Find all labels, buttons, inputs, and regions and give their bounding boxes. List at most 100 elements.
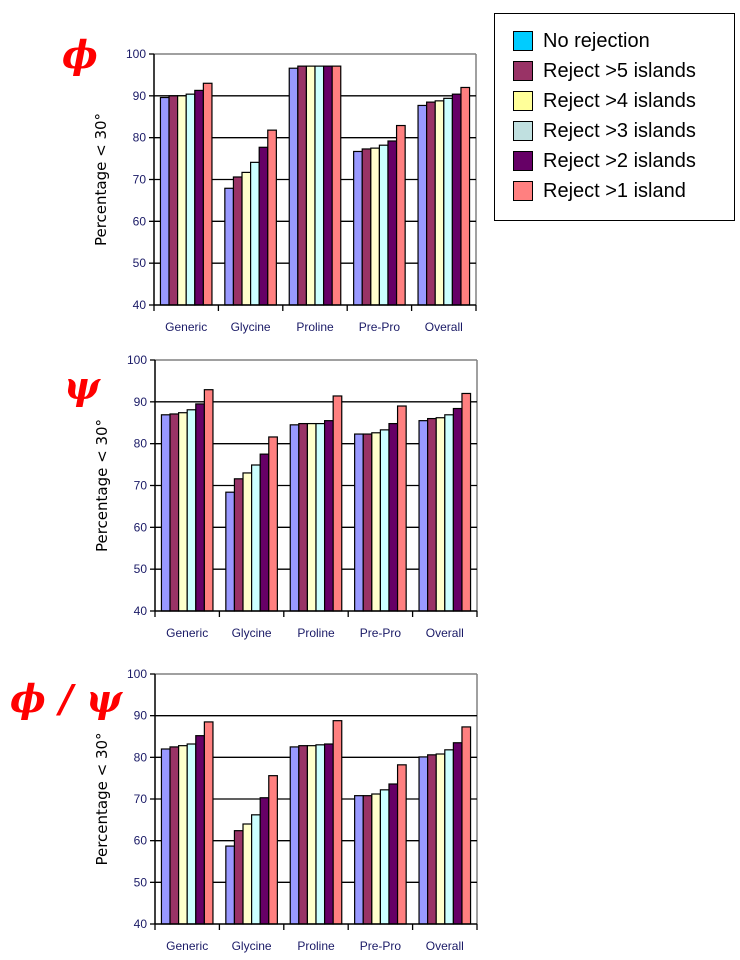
- bar: [160, 414, 171, 612]
- chart-panel: 40 50 60 70 80 90 100 Generic Glycine Proline Pre-…: [62, 32, 477, 334]
- bar: [444, 749, 454, 925]
- legend-item: Reject >4 islands: [513, 86, 696, 116]
- bar: [443, 97, 453, 306]
- bar: [169, 746, 180, 925]
- legend-swatch: [513, 31, 533, 51]
- legend-item: No rejection: [513, 26, 650, 56]
- legend-swatch: [513, 61, 533, 81]
- y-axis-label: Percentage < 30°: [93, 419, 111, 552]
- bar: [233, 478, 244, 612]
- legend-label: Reject >3 islands: [543, 119, 696, 142]
- legend-item: Reject >3 islands: [513, 116, 696, 146]
- bar: [225, 491, 236, 612]
- bar: [225, 845, 236, 925]
- legend-swatch: [513, 151, 533, 171]
- bar: [169, 413, 180, 612]
- bar: [267, 129, 277, 306]
- bar: [268, 436, 278, 612]
- x-tick-label: Generic: [166, 939, 208, 953]
- x-tick-label: Pre-Pro: [359, 320, 401, 334]
- panel-title: ψ: [64, 363, 101, 408]
- bar: [418, 420, 429, 612]
- bar: [371, 432, 381, 612]
- bar: [242, 472, 253, 612]
- bar: [332, 720, 343, 925]
- bar: [242, 823, 253, 925]
- y-tick-label: 40: [134, 917, 148, 931]
- bar: [315, 744, 326, 925]
- bar: [203, 389, 214, 612]
- x-tick-label: Proline: [296, 320, 334, 334]
- y-tick-label: 60: [133, 214, 147, 228]
- y-tick-label: 100: [127, 667, 147, 681]
- bar: [185, 93, 196, 306]
- bar: [435, 753, 446, 925]
- bar: [177, 95, 187, 306]
- bar: [379, 429, 390, 612]
- x-tick-label: Proline: [297, 939, 335, 953]
- bar: [233, 830, 244, 925]
- bar: [426, 101, 436, 306]
- legend-label: Reject >5 islands: [543, 59, 696, 82]
- x-tick-label: Pre-Pro: [360, 939, 402, 953]
- bar: [297, 65, 308, 306]
- bar: [268, 775, 278, 925]
- bar: [314, 65, 325, 306]
- bar: [202, 82, 213, 306]
- bar: [306, 745, 317, 925]
- bar: [250, 161, 260, 306]
- bar: [354, 795, 364, 925]
- bar: [417, 104, 428, 306]
- bar: [160, 748, 171, 925]
- x-tick-label: Generic: [165, 320, 207, 334]
- bar: [353, 150, 363, 306]
- bar: [232, 176, 243, 306]
- legend-swatch: [513, 91, 533, 111]
- bar: [452, 742, 463, 925]
- bar: [203, 721, 214, 925]
- bar: [332, 395, 343, 612]
- chart-panel: 40 50 60 70 80 90 100 Generic Glycine Proline Pre-…: [10, 667, 478, 953]
- bar: [452, 407, 463, 612]
- bar: [444, 414, 454, 612]
- x-tick-label: Generic: [166, 626, 208, 640]
- bar: [224, 187, 235, 306]
- bar: [323, 420, 334, 612]
- x-tick-label: Overall: [426, 939, 464, 953]
- legend-label: Reject >2 islands: [543, 149, 696, 172]
- bar: [362, 795, 373, 925]
- bar: [434, 100, 445, 306]
- bar: [354, 433, 364, 612]
- bar: [289, 424, 300, 612]
- y-tick-label: 90: [134, 709, 148, 723]
- bar: [194, 89, 204, 306]
- y-tick-label: 50: [134, 875, 148, 889]
- x-tick-label: Glycine: [232, 626, 272, 640]
- x-tick-label: Overall: [426, 626, 464, 640]
- bar: [168, 95, 179, 306]
- bar: [288, 67, 299, 306]
- y-tick-label: 40: [134, 604, 148, 618]
- bar: [461, 726, 472, 925]
- bar: [362, 433, 373, 612]
- y-tick-label: 50: [134, 562, 148, 576]
- x-tick-label: Glycine: [231, 320, 271, 334]
- legend-item: Reject >5 islands: [513, 56, 696, 86]
- bar: [396, 764, 407, 925]
- legend-swatch: [513, 121, 533, 141]
- legend-label: Reject >4 islands: [543, 89, 696, 112]
- x-tick-label: Proline: [297, 626, 335, 640]
- bar: [241, 171, 252, 306]
- bar: [427, 417, 437, 612]
- bar: [451, 93, 462, 306]
- bar: [371, 793, 381, 925]
- bar: [388, 422, 399, 612]
- bar: [388, 783, 399, 925]
- bar: [251, 814, 261, 925]
- y-tick-label: 60: [134, 834, 148, 848]
- y-axis-label: Percentage < 30°: [93, 732, 111, 865]
- legend-item: Reject >1 island: [513, 176, 686, 206]
- bar: [186, 409, 197, 612]
- bar: [461, 392, 472, 612]
